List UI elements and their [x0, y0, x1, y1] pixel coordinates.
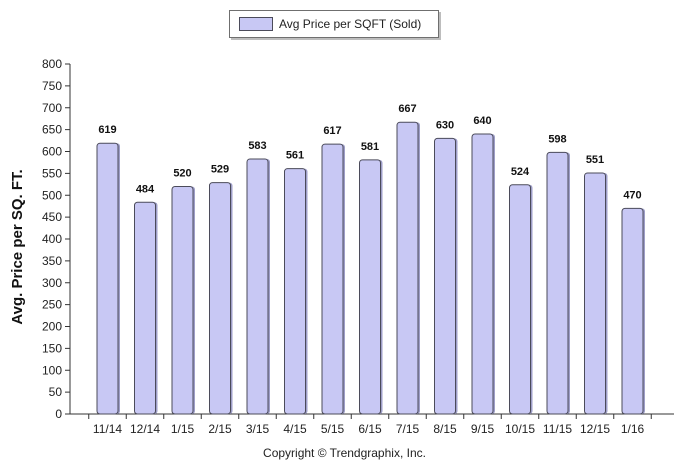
x-tick-label: 12/14: [130, 422, 160, 436]
x-tick-label: 4/15: [283, 422, 307, 436]
bar-data-label: 598: [548, 133, 566, 145]
bar: [209, 182, 231, 415]
y-tick-label: 0: [55, 407, 62, 421]
x-tick-label: 7/15: [396, 422, 420, 436]
bar: [321, 143, 344, 415]
bar-data-label: 524: [511, 166, 530, 178]
y-tick-label: 650: [42, 123, 62, 137]
x-tick-label: 11/14: [93, 422, 122, 436]
y-tick-label: 100: [42, 363, 62, 377]
bar: [96, 142, 119, 415]
x-tick-label: 11/15: [543, 422, 572, 436]
y-tick-label: 350: [42, 254, 62, 268]
bar: [171, 186, 194, 415]
bar: [584, 172, 606, 415]
legend-label: Avg Price per SQFT (Sold): [279, 17, 422, 31]
x-tick-label: 5/15: [321, 422, 345, 436]
x-tick-label: 10/15: [505, 422, 535, 436]
x-tick-label: 3/15: [246, 422, 270, 436]
bar: [509, 184, 531, 415]
y-axis-title: Avg. Price per SQ. FT.: [9, 169, 26, 324]
bar: [546, 151, 569, 415]
bar-data-label: 619: [98, 124, 116, 136]
chart-legend: Avg Price per SQFT (Sold): [229, 10, 439, 38]
bar-data-label: 630: [436, 119, 454, 131]
bar: [134, 201, 156, 415]
bar-data-label: 484: [136, 183, 155, 195]
bar-data-label: 470: [623, 189, 641, 201]
bar-data-label: 561: [286, 150, 304, 162]
bar: [621, 207, 644, 415]
legend-swatch-icon: [239, 17, 273, 31]
bar: [396, 121, 419, 415]
bar: [284, 168, 306, 415]
bar-data-label: 520: [173, 168, 191, 180]
bar: [359, 159, 381, 415]
bar-data-label: 581: [361, 141, 379, 153]
x-tick-label: 12/15: [580, 422, 610, 436]
bar: [471, 133, 494, 415]
x-tick-label: 1/15: [171, 422, 195, 436]
bar-data-label: 667: [398, 103, 416, 115]
bar-data-label: 551: [586, 154, 604, 166]
y-tick-label: 750: [42, 79, 62, 93]
x-tick-label: 2/15: [208, 422, 232, 436]
y-tick-label: 150: [42, 341, 62, 355]
y-tick-label: 550: [42, 166, 62, 180]
y-tick-label: 50: [49, 385, 63, 399]
bar-data-label: 640: [473, 115, 491, 127]
bar-data-label: 583: [248, 140, 266, 152]
y-tick-label: 700: [42, 101, 62, 115]
x-tick-label: 1/16: [621, 422, 645, 436]
x-tick-label: 6/15: [358, 422, 382, 436]
y-tick-label: 600: [42, 145, 62, 159]
y-tick-label: 400: [42, 232, 62, 246]
bar-data-label: 529: [211, 164, 229, 176]
bar-data-label: 617: [323, 125, 341, 137]
y-tick-label: 450: [42, 210, 62, 224]
y-tick-label: 200: [42, 320, 62, 334]
y-tick-label: 250: [42, 298, 62, 312]
copyright-footer: Copyright © Trendgraphix, Inc.: [263, 446, 426, 460]
y-tick-label: 800: [42, 57, 62, 71]
x-tick-label: 8/15: [433, 422, 457, 436]
y-tick-label: 500: [42, 188, 62, 202]
x-tick-label: 9/15: [471, 422, 495, 436]
bar: [246, 158, 269, 415]
bar: [434, 137, 456, 415]
y-tick-label: 300: [42, 276, 62, 290]
